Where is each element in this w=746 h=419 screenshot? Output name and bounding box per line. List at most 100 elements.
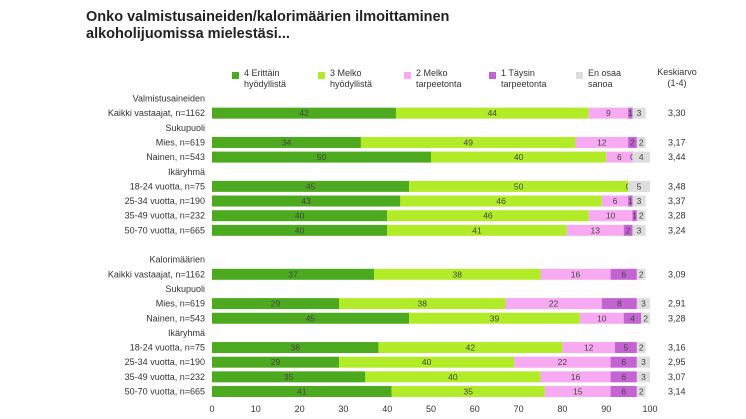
bar-segment (212, 136, 361, 148)
group-header: Kalorimäärien (149, 255, 205, 265)
data-label: 6 (617, 152, 622, 162)
bar-segment (632, 195, 646, 207)
data-label: 1 (628, 108, 633, 118)
bar-segment (212, 151, 431, 163)
group-header: Sukupuoli (165, 284, 205, 294)
bar-segment (636, 356, 650, 368)
bar-segment (360, 136, 576, 148)
mean-value: 3,48 (668, 181, 686, 191)
bar-segment (212, 180, 410, 192)
bar-segment (212, 298, 340, 310)
row-label: Nainen, n=543 (146, 313, 205, 323)
data-label: 10 (606, 211, 616, 221)
bar-segment (636, 386, 646, 397)
bar-segment (632, 224, 646, 236)
bar-segment (610, 268, 637, 280)
mean-header: Keskiarvo (1-4) (657, 67, 697, 88)
mean-value: 3,17 (668, 137, 686, 147)
x-tick-label: 100 (642, 404, 657, 414)
data-label: 3 (637, 196, 642, 206)
data-label: 3 (641, 299, 646, 309)
bar-segment (606, 151, 633, 163)
row-label: 18-24 vuotta, n=75 (130, 343, 205, 353)
mean-value: 2,95 (668, 357, 686, 367)
data-label: 4 (639, 152, 644, 162)
x-tick-label: 70 (514, 404, 524, 414)
bar-segment (610, 371, 637, 383)
bar-segment (212, 386, 392, 397)
data-label: 10 (597, 313, 607, 323)
x-tick-label: 90 (601, 404, 611, 414)
data-label: 2 (639, 343, 644, 353)
mean-value: 3,28 (668, 211, 686, 221)
data-label: 45 (306, 313, 316, 323)
bar-segment (641, 312, 650, 324)
bar-segment (212, 107, 396, 119)
bar-segment (588, 210, 633, 222)
mean-value: 3,30 (668, 108, 686, 118)
data-label: 38 (290, 343, 300, 353)
group-header: Ikäryhmä (168, 328, 205, 338)
data-label: 2 (639, 211, 644, 221)
bar-segment (212, 210, 388, 222)
data-label: 6 (621, 269, 626, 279)
data-label: 3 (641, 372, 646, 382)
bar-segment (636, 210, 646, 222)
group-header: Sukupuoli (165, 123, 205, 133)
bar-segment (632, 151, 650, 163)
data-label: 3 (637, 108, 642, 118)
mean-value: 3,24 (668, 225, 686, 235)
data-label: 5 (624, 343, 629, 353)
mean-value: 2,91 (668, 299, 686, 309)
data-label: 40 (295, 225, 305, 235)
bar-segment (579, 312, 624, 324)
row-label: Kaikki vastaajat, n=1162 (108, 108, 205, 118)
bar-segment (514, 356, 611, 368)
mean-value: 3,14 (668, 387, 686, 397)
bar-segment (212, 224, 388, 236)
row-label: 50-70 vuotta, n=665 (125, 225, 205, 235)
bar-segment (505, 298, 602, 310)
legend-swatch (576, 72, 583, 79)
x-tick-label: 0 (209, 404, 214, 414)
data-label: 3 (637, 225, 642, 235)
data-label: 49 (463, 137, 473, 147)
data-label: 35 (463, 387, 473, 397)
mean-value: 3,28 (668, 313, 686, 323)
bar-segment (374, 268, 541, 280)
data-label: 2 (630, 137, 635, 147)
bar-segment (628, 136, 637, 148)
data-label: 35 (284, 372, 294, 382)
legend-swatch (489, 72, 496, 79)
row-label: 18-24 vuotta, n=75 (130, 181, 205, 191)
row-label: 50-70 vuotta, n=665 (125, 387, 205, 397)
x-tick-label: 10 (251, 404, 261, 414)
data-label: 8 (617, 299, 622, 309)
bar-segment (636, 136, 646, 148)
bar-segment (339, 298, 506, 310)
data-label: 3 (641, 357, 646, 367)
data-label: 22 (558, 357, 568, 367)
data-label: 44 (488, 108, 498, 118)
bar-segment (628, 107, 633, 119)
bar-segment (614, 342, 637, 354)
bar-segment (400, 195, 602, 207)
bar-segment (623, 224, 633, 236)
data-label: 42 (466, 343, 476, 353)
data-label: 46 (496, 196, 506, 206)
legend-label: 1 Täysin tarpeetonta (501, 68, 547, 89)
data-label: 34 (282, 137, 292, 147)
bar-segment (562, 342, 615, 354)
data-label: 2 (639, 137, 644, 147)
mean-value: 3,07 (668, 372, 686, 382)
bar-segment (212, 195, 401, 207)
bar-segment (212, 356, 340, 368)
bar-segment (601, 195, 629, 207)
legend-label: 2 Melko tarpeetonta (416, 68, 462, 89)
mean-value: 3,09 (668, 269, 686, 279)
mean-value: 3,37 (668, 196, 686, 206)
bar-segment (566, 224, 624, 236)
bar-segment (628, 180, 650, 192)
legend-swatch (404, 72, 411, 79)
x-tick-label: 60 (470, 404, 480, 414)
